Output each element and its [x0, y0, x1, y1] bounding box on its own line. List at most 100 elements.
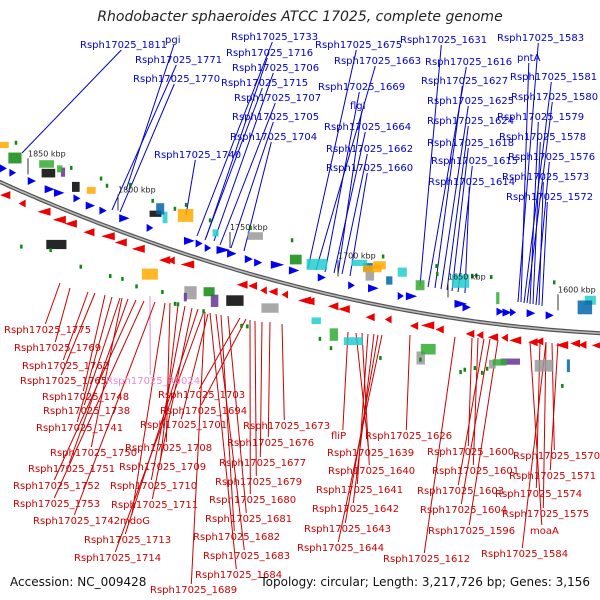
reverse-gene-arrow: [591, 342, 600, 349]
forward-gene-arrow: [317, 273, 326, 282]
label-connector: [342, 331, 349, 431]
label-connector: [281, 323, 285, 421]
label-connector: [324, 91, 360, 273]
feature-block: [329, 328, 339, 341]
feature-marker: [489, 275, 493, 280]
label-connector: [423, 336, 456, 554]
reverse-gene-arrow: [64, 219, 77, 228]
feature-block: [226, 295, 244, 306]
label-connector: [82, 294, 106, 392]
label-connector: [460, 338, 491, 505]
gene-label-forward: Rsph17025_1578: [499, 132, 586, 143]
feature-marker: [329, 346, 333, 351]
gene-label-reverse: Rsph17025_1682: [193, 532, 280, 543]
reverse-gene-arrow: [268, 287, 278, 296]
gene-label-forward: Rsph17025_1576: [508, 152, 595, 163]
gene-label-reverse: Rsph17025_1748: [42, 392, 129, 403]
gene-label-reverse: Rsph17025_1751: [28, 464, 115, 475]
gene-label-forward: Rsph17025_1583: [497, 33, 584, 44]
label-connector: [457, 165, 473, 293]
label-connector: [119, 83, 175, 213]
label-connector: [349, 172, 368, 277]
feature-marker: [485, 366, 489, 371]
label-connector: [68, 298, 129, 464]
label-connector: [457, 338, 485, 486]
gene-label-reverse: Rsph17025_1639: [327, 448, 414, 459]
gene-label-reverse: Rsph17025_1713: [84, 535, 171, 546]
gene-label-reverse: Rsph17025_1769: [14, 343, 101, 354]
feature-marker: [290, 238, 294, 243]
feature-block: [210, 294, 219, 307]
feature-marker: [176, 302, 180, 307]
feature-block: [415, 280, 425, 291]
forward-gene-arrow: [146, 223, 154, 232]
label-connector: [90, 297, 123, 448]
gene-label-forward: Rsph17025_1705: [232, 112, 319, 123]
reverse-gene-arrow: [555, 341, 569, 350]
feature-block: [72, 181, 80, 192]
reverse-gene-arrow: [18, 199, 26, 208]
gene-label-forward: Rsph17025_1662: [326, 144, 413, 155]
label-connector: [209, 312, 237, 570]
label-connector: [529, 121, 539, 305]
feature-marker: [173, 301, 177, 306]
feature-block: [86, 186, 96, 194]
forward-gene-arrow: [27, 176, 36, 185]
feature-marker: [108, 274, 112, 279]
gene-label-forward: Rsph17025_1675: [315, 40, 402, 51]
forward-gene-arrow: [502, 308, 512, 317]
label-connector: [521, 341, 547, 549]
reverse-gene-arrow: [435, 325, 444, 334]
gene-label-reverse: Rsph17025_1575: [502, 509, 589, 520]
reverse-gene-arrow: [0, 191, 11, 200]
gene-label-reverse: mdoG: [120, 516, 150, 527]
feature-marker: [419, 357, 422, 362]
gene-label-reverse: Rsph17025_1644: [297, 543, 384, 554]
gene-label-reverse: moaA: [530, 526, 559, 537]
label-connector: [472, 337, 479, 466]
label-connector: [219, 102, 276, 246]
label-connector: [333, 131, 366, 274]
label-connector: [220, 314, 235, 532]
gene-label-forward: Rsph17025_1614: [428, 177, 515, 188]
feature-block: [203, 287, 215, 297]
feature-block: [373, 261, 386, 270]
label-connector: [159, 304, 179, 462]
gene-label-reverse: Rsph17025_1571: [509, 471, 596, 482]
gene-label-reverse: Rsph17025_1680: [209, 495, 296, 506]
feature-marker: [151, 198, 154, 203]
feature-block: [8, 152, 22, 164]
feature-block: [534, 359, 554, 372]
label-connector: [467, 337, 473, 447]
forward-gene-arrow: [405, 292, 418, 301]
gene-label-forward: Rsph17025_1579: [497, 112, 584, 123]
reverse-gene-arrow: [328, 302, 339, 311]
feature-block: [156, 203, 165, 215]
feature-marker: [463, 367, 467, 372]
genome-summary: Topology: circular; Length: 3,217,726 bp…: [260, 575, 590, 589]
label-connector: [341, 153, 368, 275]
reverse-gene-arrow: [570, 339, 581, 348]
feature-block: [289, 254, 302, 265]
gene-label-forward: Rsph17025_1811: [80, 40, 167, 51]
forward-gene-arrow: [119, 214, 130, 223]
reverse-gene-arrow: [578, 340, 587, 349]
gene-label-forward: Rsph17025_1631: [400, 35, 487, 46]
gene-label-forward: Rsph17025_1627: [421, 76, 508, 87]
feature-block: [397, 267, 407, 277]
reverse-gene-arrow: [409, 321, 419, 330]
feature-block: [500, 358, 520, 365]
feature-block: [162, 211, 168, 224]
gene-label-forward: Rsph17025_1706: [232, 63, 319, 74]
feature-block: [362, 265, 382, 273]
feature-block: [177, 208, 194, 222]
genes-text: Genes: 3,156: [509, 575, 590, 589]
gene-label-forward: flgI: [350, 101, 366, 112]
gene-label-reverse: Rsph17025_1626: [365, 431, 452, 442]
label-connector: [227, 315, 247, 514]
gene-label-forward: Rsph17025_1716: [226, 48, 313, 59]
label-connector: [355, 332, 369, 448]
gene-label-forward: Rsph17025_1618: [427, 138, 514, 149]
feature-marker: [99, 176, 103, 181]
gene-label-reverse: Rsph17025_1596: [428, 526, 515, 537]
